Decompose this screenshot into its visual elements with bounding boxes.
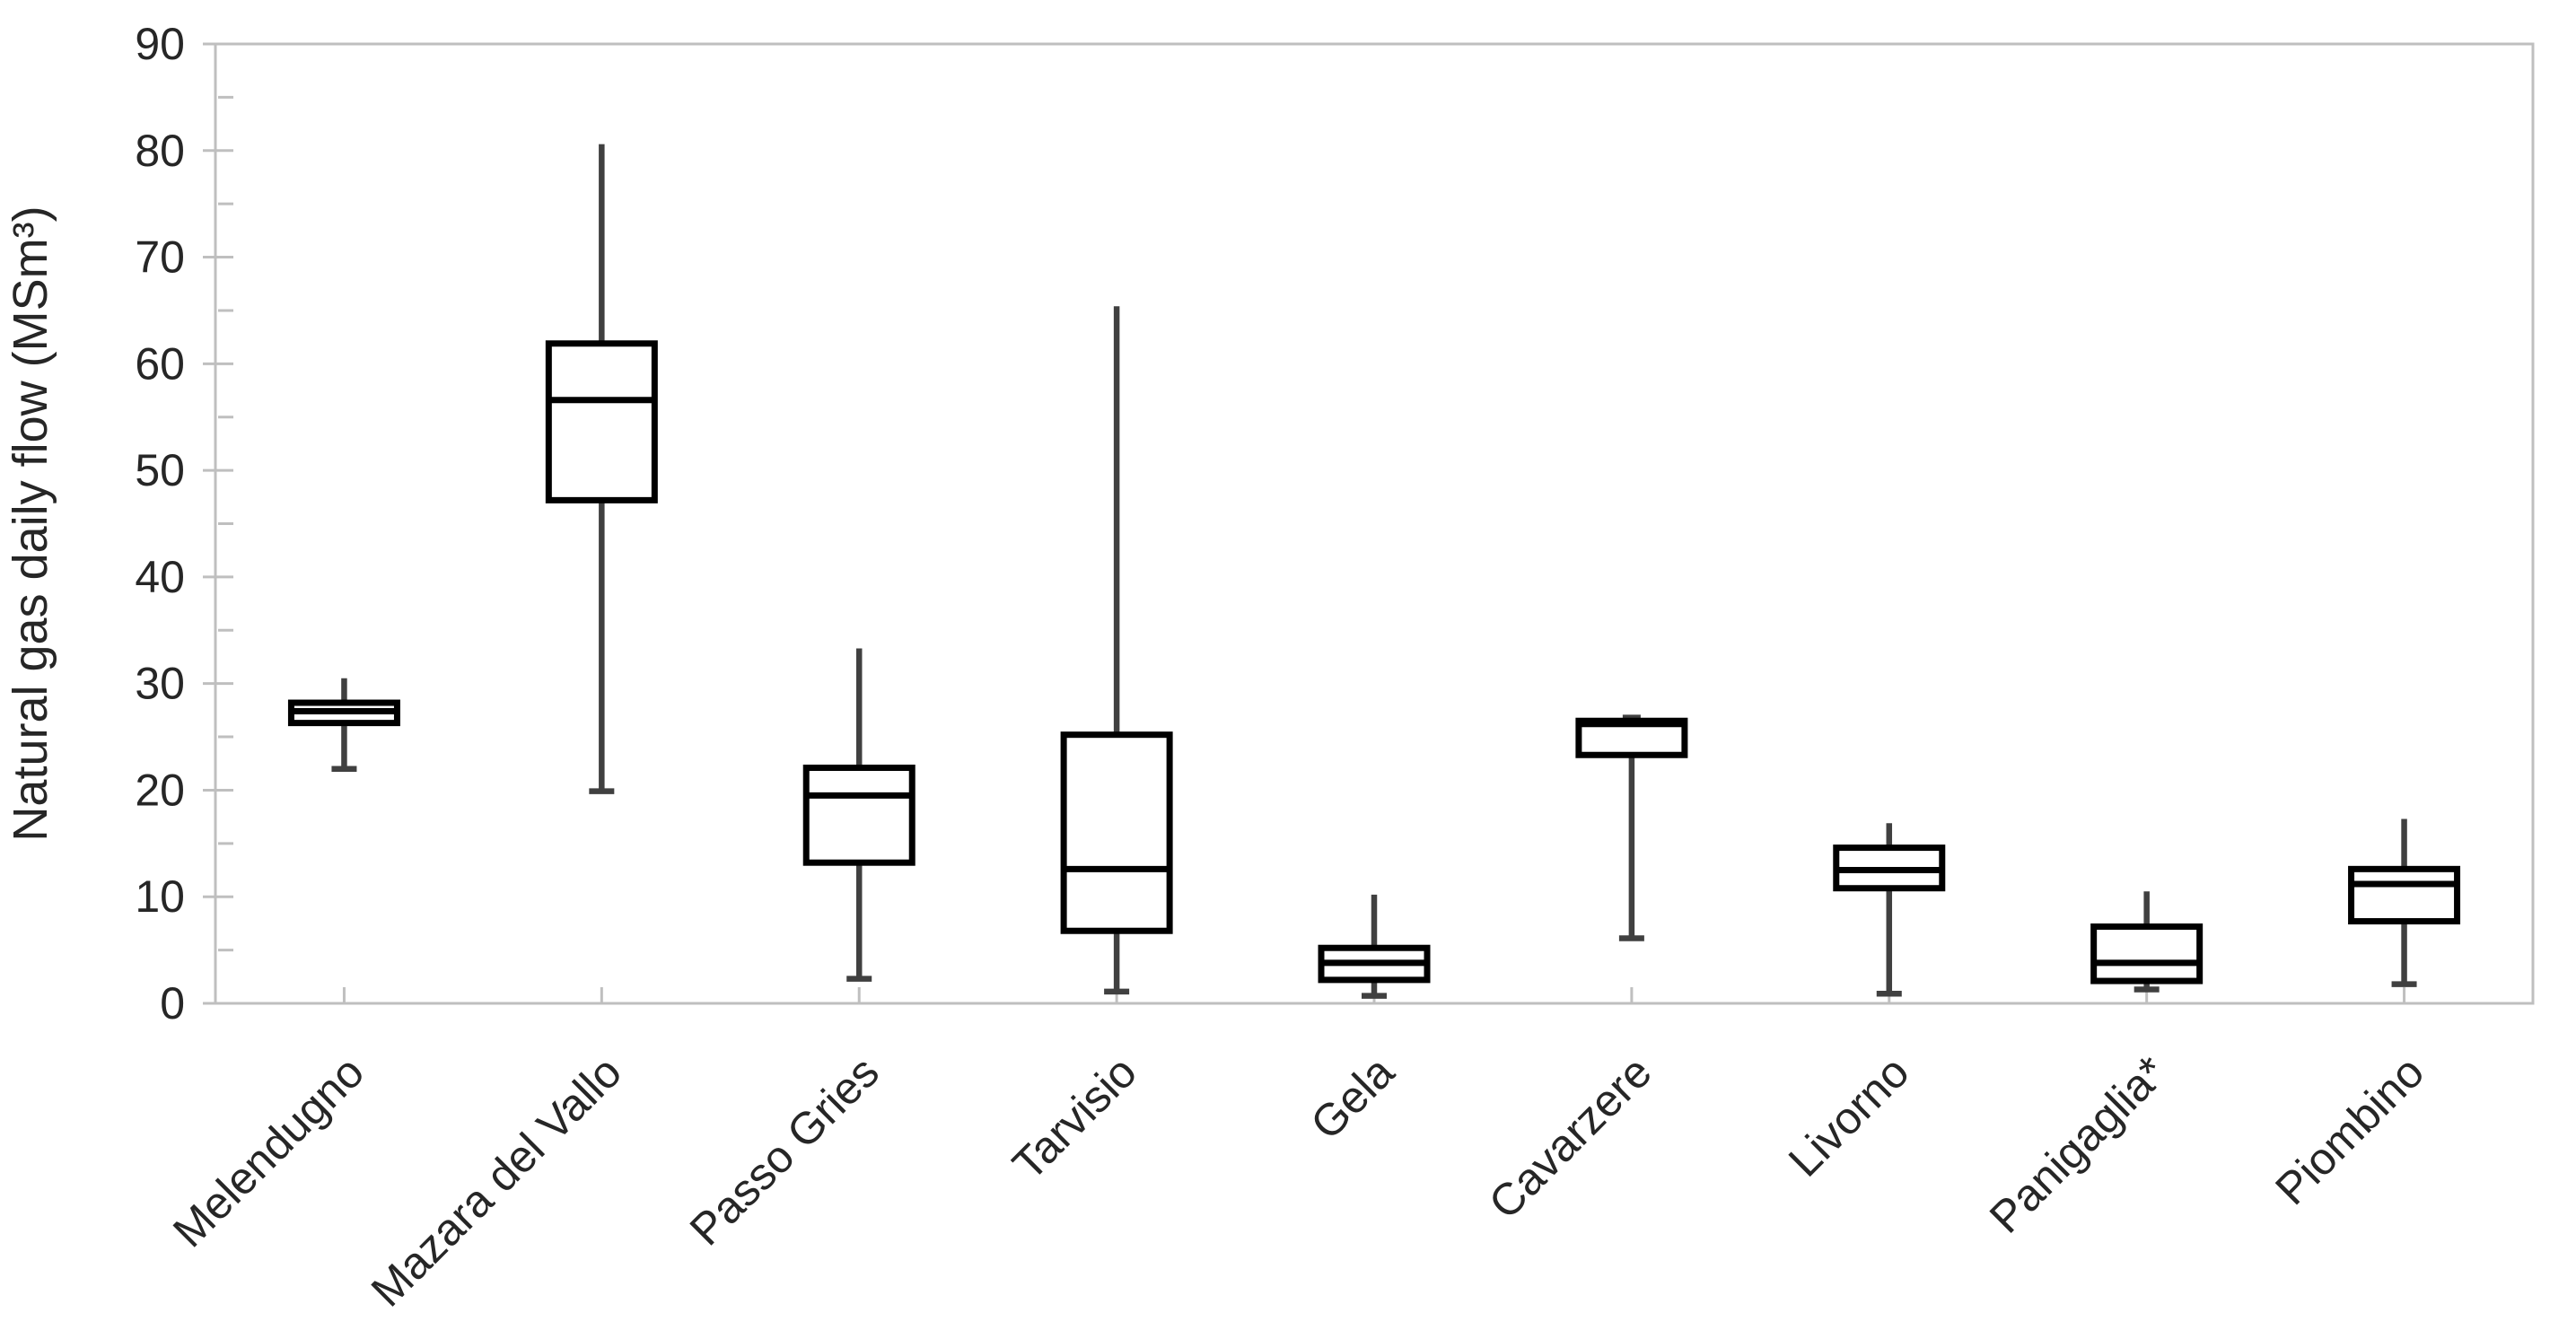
y-axis-tick-label: 80	[135, 126, 185, 176]
box-whisker-livorno	[1833, 823, 1946, 997]
iqr-box	[1060, 731, 1173, 934]
y-axis-tick-label: 20	[135, 765, 185, 815]
box-whisker-piombino	[2348, 818, 2461, 987]
y-axis-title: Natural gas daily flow (MSm³)	[4, 206, 57, 841]
y-axis-tick-label: 0	[160, 978, 185, 1028]
iqr-box	[2090, 923, 2204, 985]
y-axis-tick-label: 50	[135, 445, 185, 495]
y-axis-tick-label: 40	[135, 552, 185, 602]
y-axis-tick-label: 70	[135, 232, 185, 283]
iqr-box	[802, 765, 916, 866]
box-whisker-gela	[1318, 894, 1431, 999]
y-axis-tick-label: 10	[135, 871, 185, 922]
box-whisker-panigaglia	[2090, 891, 2204, 993]
y-axis-tick-label: 30	[135, 659, 185, 709]
y-axis-tick-label: 90	[135, 19, 185, 69]
y-axis-tick-label: 60	[135, 338, 185, 389]
box-whisker-mazara-del-vallo	[545, 144, 658, 794]
iqr-box	[545, 340, 658, 503]
box-whisker-melendugno	[287, 678, 400, 772]
box-whisker-tarvisio	[1060, 306, 1173, 995]
box-whisker-passo-gries	[802, 648, 916, 982]
iqr-box	[2348, 865, 2461, 925]
box-whisker-cavarzere	[1575, 714, 1688, 941]
